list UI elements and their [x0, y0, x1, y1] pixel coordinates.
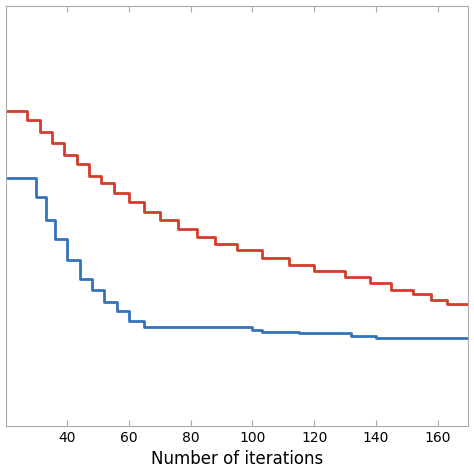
X-axis label: Number of iterations: Number of iterations	[151, 450, 323, 468]
